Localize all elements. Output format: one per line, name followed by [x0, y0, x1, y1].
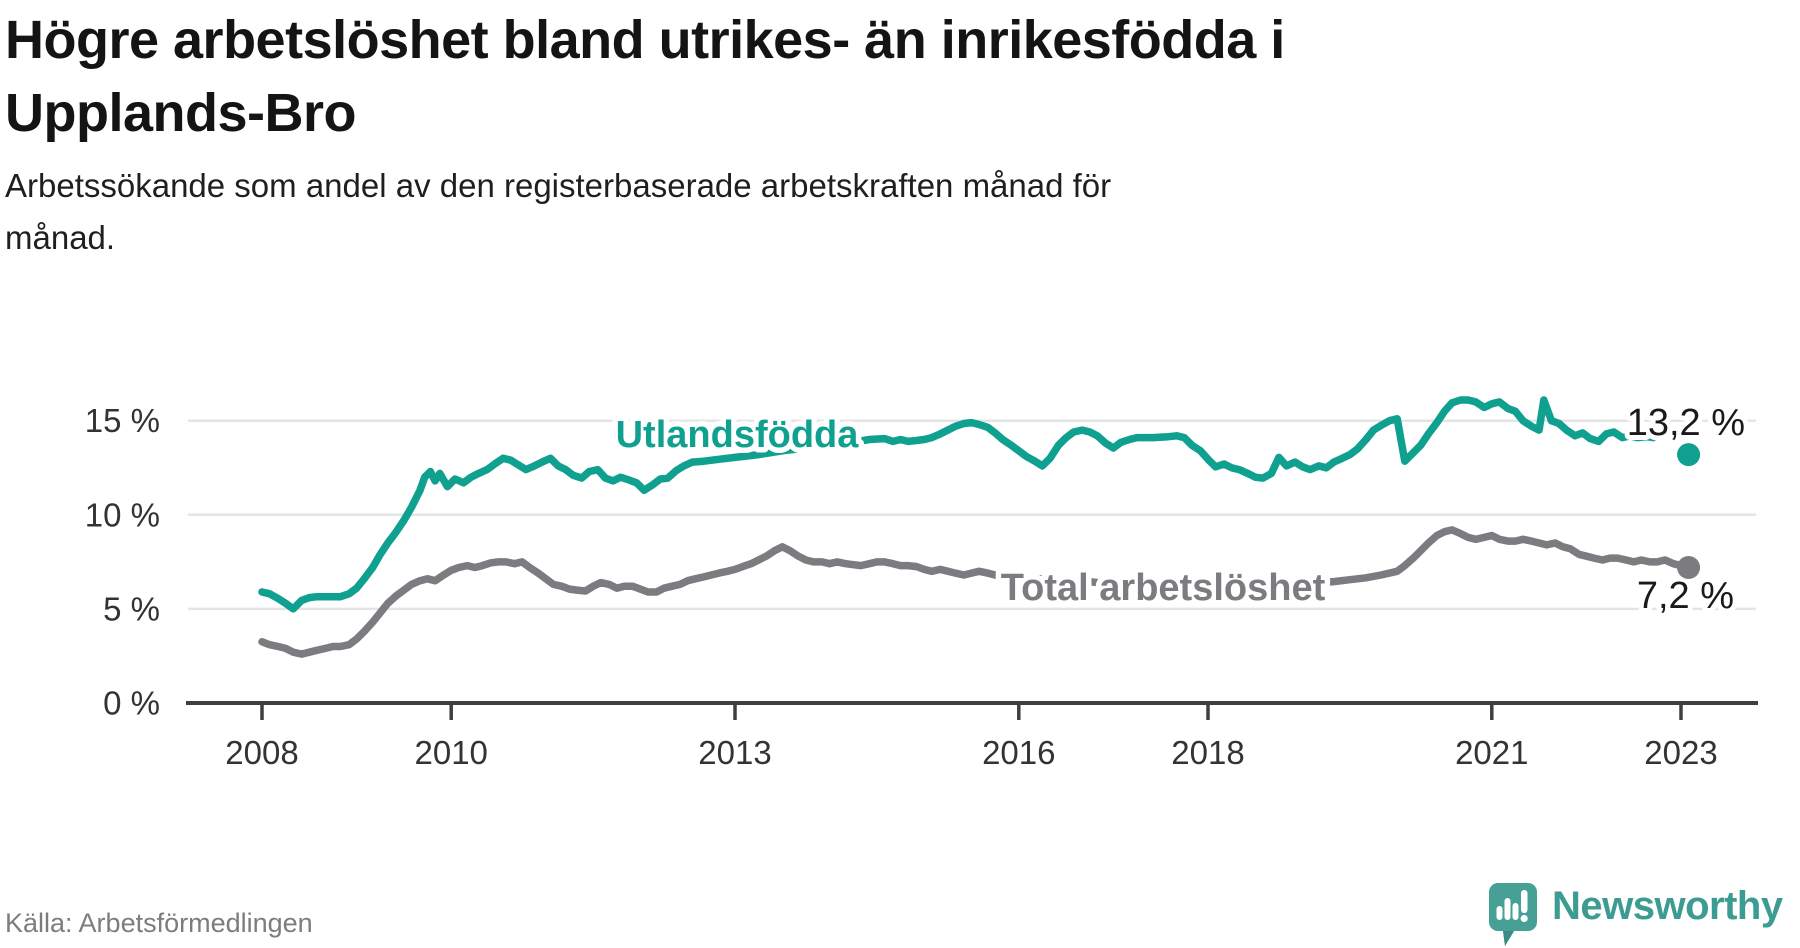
- y-axis-label-0: 0 %: [103, 685, 160, 722]
- page-title-line-1: Högre arbetslöshet bland utrikes- än inr…: [5, 10, 1285, 70]
- x-axis-label-2021: 2021: [1455, 734, 1528, 771]
- page-title-line-2: Upplands-Bro: [5, 83, 357, 143]
- source-note: Källa: Arbetsförmedlingen: [5, 908, 313, 938]
- series-line-utlandsfodda: [258, 396, 1658, 613]
- series-line-total: [258, 526, 1693, 658]
- x-axis-label-2023: 2023: [1644, 734, 1717, 771]
- x-axis-label-2018: 2018: [1171, 734, 1244, 771]
- x-axis-label-2008: 2008: [225, 734, 298, 771]
- newsworthy-speech-bubble-icon: [1489, 883, 1537, 946]
- y-axis-label-15: 15 %: [85, 402, 160, 439]
- brand-wordmark: Newsworthy: [1552, 884, 1783, 928]
- newsworthy-logo: Newsworthy: [1488, 882, 1783, 948]
- series-label-utlandsfodda: Utlandsfödda: [616, 414, 860, 456]
- y-axis-label-5: 5 %: [103, 590, 160, 627]
- x-axis-label-2013: 2013: [698, 734, 771, 771]
- page-subtitle-line-2: månad.: [5, 219, 116, 256]
- page-subtitle: Arbetssökande som andel av den registerb…: [5, 160, 1475, 264]
- end-value-label-utlandsfodda: 13,2 %: [1627, 402, 1745, 444]
- series-label-total: Total arbetslöshet: [1001, 567, 1326, 609]
- page-title: Högre arbetslöshet bland utrikes- än inr…: [5, 4, 1565, 150]
- x-axis-label-2010: 2010: [414, 734, 487, 771]
- y-axis-label-10: 10 %: [85, 496, 160, 533]
- end-value-label-total: 7,2 %: [1637, 575, 1734, 617]
- page-subtitle-line-1: Arbetssökande som andel av den registerb…: [5, 167, 1112, 204]
- x-axis-label-2016: 2016: [982, 734, 1055, 771]
- end-dot-total: [1677, 555, 1701, 579]
- end-dot-utlandsfodda: [1677, 443, 1701, 467]
